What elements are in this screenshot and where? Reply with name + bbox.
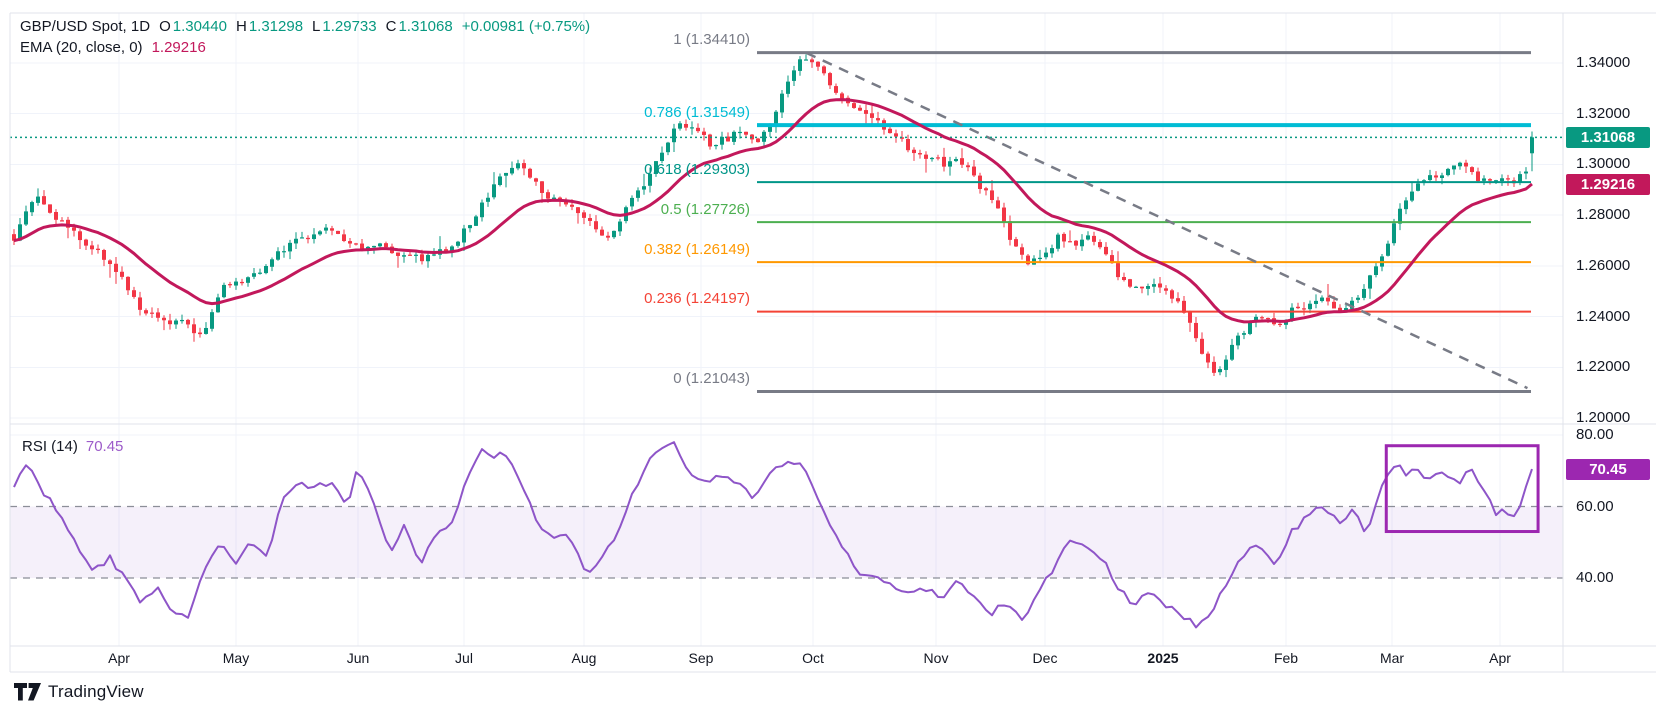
- high-label: H: [235, 18, 247, 35]
- tradingview-logo-text: TradingView: [48, 682, 144, 701]
- rsi-label[interactable]: RSI (14): [22, 438, 78, 455]
- month-label: Jul: [455, 650, 473, 666]
- fib-label: 1 (1.34410): [673, 31, 750, 49]
- high-value: 1.31298: [248, 18, 304, 35]
- month-label: Feb: [1273, 650, 1299, 666]
- last-price-badge: 1.31068: [1566, 126, 1650, 148]
- ohlc-high: H 1.31298: [236, 16, 303, 37]
- low-value: 1.29733: [322, 18, 377, 35]
- price-axis-tick: 1.22000: [1576, 358, 1631, 376]
- open-label: O: [159, 18, 171, 35]
- symbol-legend-row: GBP/USD Spot, 1D O 1.30440 H 1.31298 L 1.29…: [20, 16, 590, 37]
- month-label: Mar: [1379, 650, 1405, 666]
- rsi-value-badge: 70.45: [1566, 458, 1650, 480]
- tradingview-logo[interactable]: TradingView: [14, 682, 144, 702]
- price-axis-tick: 1.26000: [1576, 256, 1631, 274]
- fib-label: 0.618 (1.29303): [644, 160, 750, 178]
- price-axis-tick: 1.28000: [1576, 206, 1631, 224]
- month-label: Apr: [108, 650, 130, 666]
- ohlc-low: L 1.29733: [312, 16, 377, 37]
- low-label: L: [312, 18, 321, 35]
- rsi-legend: RSI (14) 70.45: [22, 438, 123, 455]
- month-label: Dec: [1032, 650, 1058, 666]
- price-axis-tick: 1.30000: [1576, 155, 1631, 173]
- rsi-axis-tick: 40.00: [1576, 569, 1614, 586]
- fib-label: 0.5 (1.27726): [660, 200, 750, 218]
- month-label: Oct: [802, 650, 824, 666]
- fib-label: 0 (1.21043): [673, 370, 750, 388]
- ema-label[interactable]: EMA (20, close, 0): [20, 39, 143, 56]
- month-label: Jun: [346, 650, 370, 666]
- legend: GBP/USD Spot, 1D O 1.30440 H 1.31298 L 1.29…: [20, 16, 590, 58]
- price-axis-tick: 1.32000: [1576, 104, 1631, 122]
- ohlc-close: C 1.31068: [386, 16, 453, 37]
- month-label: Apr: [1489, 650, 1511, 666]
- price-axis-tick: 1.34000: [1576, 54, 1631, 71]
- open-value: 1.30440: [172, 18, 227, 35]
- month-label: May: [222, 650, 250, 666]
- close-value: 1.31068: [398, 18, 453, 35]
- rsi-axis-tick: 80.00: [1576, 426, 1614, 443]
- ema-price-badge: 1.29216: [1566, 173, 1650, 195]
- rsi-axis-tick: 60.00: [1576, 497, 1614, 515]
- ema-value: 1.29216: [151, 39, 206, 56]
- ema-legend-row: EMA (20, close, 0) 1.29216: [20, 37, 590, 58]
- rsi-value: 70.45: [85, 438, 124, 455]
- month-label: 2025: [1147, 650, 1179, 666]
- fib-label: 0.786 (1.31549): [644, 103, 750, 121]
- close-label: C: [385, 18, 397, 35]
- month-label: Aug: [571, 650, 597, 666]
- fib-label: 0.382 (1.26149): [644, 240, 750, 258]
- price-axis-tick: 1.24000: [1576, 307, 1631, 325]
- change-value: +0.00981 (+0.75%): [461, 18, 591, 35]
- price-axis[interactable]: 1.34000 1.32000 1.30000 1.28000 1.26000 1.240…: [1563, 13, 1656, 672]
- month-label: Nov: [923, 650, 949, 666]
- time-axis[interactable]: Apr May Jun Jul Aug Sep Oct Nov Dec 2025 Feb Mar Apr: [10, 646, 1563, 672]
- month-label: Sep: [688, 650, 714, 666]
- symbol-title[interactable]: GBP/USD Spot, 1D: [20, 18, 151, 35]
- fib-label: 0.236 (1.24197): [644, 290, 750, 308]
- ohlc-open: O 1.30440: [159, 16, 227, 37]
- price-axis-tick: 1.20000: [1576, 409, 1631, 426]
- tradingview-logo-icon: [14, 683, 41, 701]
